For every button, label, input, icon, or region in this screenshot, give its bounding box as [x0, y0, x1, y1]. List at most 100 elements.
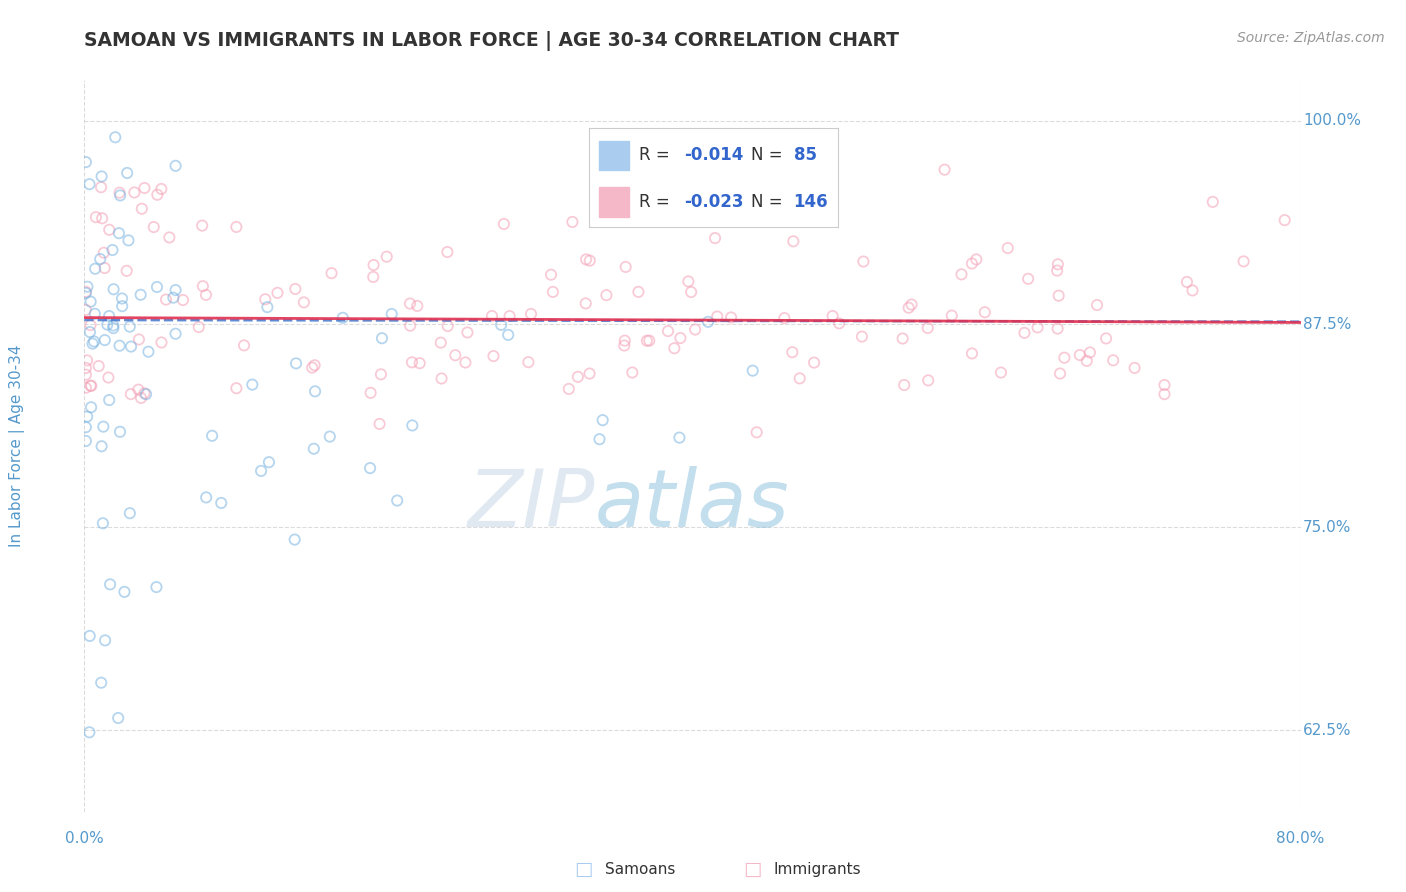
Point — [681, 285, 703, 299]
Point — [75, 420, 97, 434]
Text: □: □ — [574, 860, 593, 880]
Point — [233, 338, 256, 352]
Point — [1069, 348, 1091, 362]
Point — [117, 233, 139, 247]
Point — [301, 360, 323, 375]
Point — [76, 353, 98, 368]
Text: 62.5%: 62.5% — [1303, 723, 1351, 738]
Point — [134, 386, 156, 401]
Text: N =: N = — [751, 193, 787, 211]
Point — [75, 368, 97, 382]
Point — [332, 310, 354, 325]
Point — [541, 285, 564, 299]
Point — [209, 496, 232, 510]
Point — [1095, 331, 1118, 345]
Point — [94, 633, 117, 648]
Point — [558, 382, 581, 396]
Point — [135, 387, 157, 401]
Point — [821, 309, 844, 323]
Point — [498, 309, 520, 323]
Point — [406, 299, 429, 313]
Point — [363, 258, 385, 272]
Point — [621, 366, 644, 380]
Point — [415, 821, 437, 835]
Point — [636, 334, 658, 348]
Point — [578, 367, 600, 381]
Point — [934, 162, 956, 177]
Point — [98, 577, 121, 591]
Text: R =: R = — [638, 146, 675, 164]
Point — [257, 455, 280, 469]
Point — [1046, 257, 1069, 271]
Point — [76, 279, 98, 293]
Point — [517, 355, 540, 369]
Text: atlas: atlas — [595, 466, 790, 543]
Bar — [599, 141, 628, 170]
Point — [75, 434, 97, 448]
Point — [127, 383, 149, 397]
Text: -0.014: -0.014 — [683, 146, 744, 164]
Point — [79, 318, 101, 332]
Point — [191, 279, 214, 293]
Point — [97, 370, 120, 384]
Point — [250, 464, 273, 478]
Point — [146, 187, 169, 202]
Point — [79, 177, 101, 191]
Point — [98, 392, 121, 407]
Point — [960, 346, 983, 360]
Point — [371, 331, 394, 345]
Point — [118, 506, 141, 520]
Point — [627, 285, 650, 299]
Point — [1085, 298, 1108, 312]
Point — [75, 302, 97, 317]
Text: 100.0%: 100.0% — [1303, 113, 1361, 128]
Point — [96, 318, 118, 332]
Point — [146, 280, 169, 294]
Point — [381, 307, 404, 321]
Point — [131, 202, 153, 216]
Point — [401, 418, 423, 433]
Point — [960, 256, 983, 270]
Point — [75, 285, 97, 299]
Text: □: □ — [742, 860, 762, 880]
Point — [429, 335, 451, 350]
Point — [575, 252, 598, 267]
Point — [319, 429, 342, 443]
Point — [720, 310, 742, 325]
Point — [91, 419, 114, 434]
Point — [1123, 360, 1146, 375]
Point — [1202, 194, 1225, 209]
Point — [669, 331, 692, 345]
Point — [1046, 263, 1069, 277]
Point — [489, 318, 512, 332]
Point — [101, 243, 124, 257]
Point — [138, 344, 160, 359]
Point — [990, 366, 1012, 380]
Point — [540, 268, 562, 282]
Point — [917, 321, 939, 335]
Point — [482, 349, 505, 363]
Point — [917, 373, 939, 387]
Point — [90, 439, 112, 453]
Point — [370, 368, 392, 382]
Point — [107, 711, 129, 725]
Point — [256, 300, 278, 314]
Point — [941, 309, 963, 323]
Point — [697, 315, 720, 329]
Point — [75, 361, 97, 376]
Point — [399, 318, 422, 333]
Point — [145, 580, 167, 594]
Text: Source: ZipAtlas.com: Source: ZipAtlas.com — [1237, 31, 1385, 45]
Point — [93, 245, 115, 260]
Point — [592, 413, 614, 427]
Point — [79, 378, 101, 392]
Point — [588, 432, 610, 446]
Point — [83, 307, 105, 321]
Point — [79, 325, 101, 339]
Point — [79, 294, 101, 309]
Point — [240, 377, 263, 392]
Point — [150, 335, 173, 350]
Point — [124, 186, 146, 200]
Point — [115, 166, 138, 180]
Text: 85: 85 — [793, 146, 817, 164]
